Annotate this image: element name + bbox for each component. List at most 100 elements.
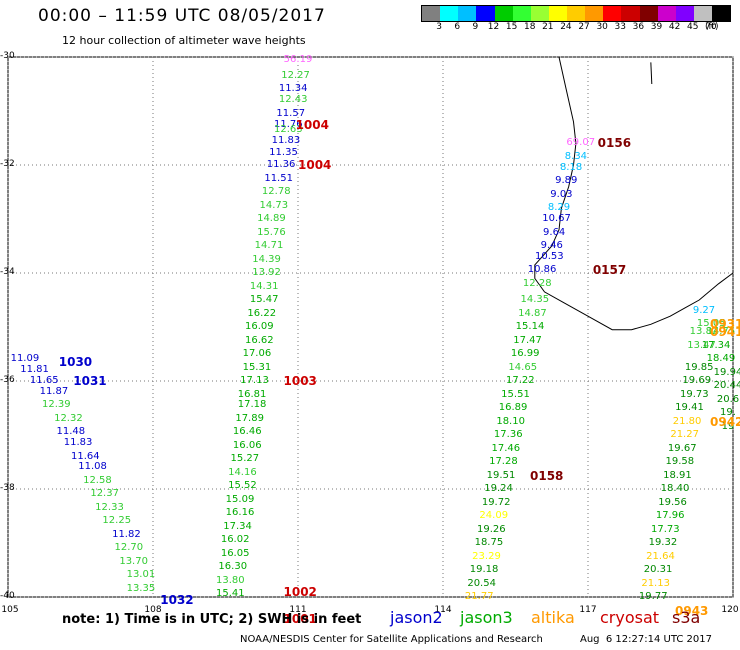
color-swatch — [603, 6, 622, 21]
wave-height-value: 18.10 — [496, 415, 525, 427]
color-swatch — [675, 6, 694, 21]
color-scale-bar — [421, 5, 731, 22]
wave-height-value: 11.48 — [56, 426, 86, 438]
wave-height-value: 13.92 — [252, 267, 281, 278]
color-swatch — [621, 6, 640, 21]
overpass-time-label: 1030 — [58, 355, 93, 370]
wave-height-value: 16.89 — [498, 402, 528, 413]
wave-height-value: 16.06 — [232, 439, 262, 451]
wave-height-value: 15.05 — [696, 318, 726, 330]
legend-jason2: jason2 — [390, 608, 443, 627]
map-subtitle: 12 hour collection of altimeter wave hei… — [62, 34, 306, 47]
wave-height-value: 19.58 — [665, 456, 695, 467]
color-scale-tick: 30 — [596, 22, 608, 32]
wave-height-value: 20.54 — [467, 577, 496, 589]
wave-height-value: 12.70 — [114, 542, 144, 554]
wave-height-value: 14.35 — [520, 294, 550, 305]
wave-height-value: 14.75 — [706, 326, 736, 338]
wave-height-value: 11.35 — [269, 147, 298, 159]
wave-height-value: 15.41 — [216, 588, 245, 600]
wave-height-value: 18.91 — [663, 469, 692, 481]
color-scale-tick: 70 — [705, 22, 717, 32]
wave-height-value: 11.82 — [112, 528, 141, 540]
wave-height-value: 19.41 — [675, 402, 704, 413]
longitude-label: 120 — [721, 605, 739, 615]
wave-height-value: 69.07 — [566, 137, 596, 149]
wave-height-value: 9.89 — [555, 175, 578, 187]
wave-height-value: 15.51 — [501, 388, 530, 400]
wave-height-value: 17.36 — [493, 429, 523, 440]
wave-height-value: 19.18 — [469, 564, 499, 575]
wave-height-value: 15.76 — [257, 226, 286, 238]
wave-height-value: 17.34 — [701, 339, 731, 351]
wave-height-value: 20.6 — [716, 393, 740, 405]
wave-height-value: 11.09 — [10, 353, 40, 365]
wave-height-value: 21.27 — [670, 429, 699, 440]
footnote: note: 1) Time is in UTC; 2) SWH is in fe… — [62, 612, 362, 627]
wave-height-value: 11.57 — [276, 107, 306, 119]
wave-height-value: 21.77 — [464, 591, 494, 602]
wave-height-value: 15.14 — [515, 321, 545, 332]
latitude-label: -36 — [0, 375, 15, 385]
wave-height-value: 17.28 — [489, 456, 518, 467]
color-scale-tick: 27 — [578, 22, 590, 32]
wave-height-value: 16.62 — [245, 334, 274, 346]
wave-height-value: 11.87 — [39, 385, 69, 397]
color-scale-tick: 3 — [436, 22, 442, 32]
overpass-time-label: 1004 — [298, 158, 332, 172]
wave-height-value: 19.56 — [658, 496, 687, 508]
wave-height-value: 16.16 — [225, 507, 255, 519]
overpass-time-label: 1004 — [295, 117, 329, 132]
latitude-label: -32 — [0, 159, 15, 169]
wave-height-value: 19.26 — [477, 523, 506, 535]
color-scale-labels: 3 6 9 12 15 18 21 24 27 30 33 36 39 42 45 70 — [421, 22, 729, 34]
wave-height-value: 17.18 — [237, 399, 267, 411]
wave-height-value: 11.83 — [271, 134, 301, 146]
wave-height-value: 14.31 — [249, 280, 279, 292]
wave-height-value: 14.73 — [259, 199, 289, 211]
wave-height-value: 13.47 — [687, 339, 716, 351]
wave-height-value: 10.53 — [535, 250, 564, 262]
latitude-label: -30 — [0, 51, 15, 61]
latitude-label: -34 — [0, 267, 15, 277]
wave-height-value: 20.44 — [713, 380, 740, 392]
wave-height-value: 14.39 — [252, 253, 281, 265]
overpass-time-label: 0156 — [597, 136, 632, 151]
overpass-time-label: 0942 — [710, 414, 740, 429]
wave-height-value: 21.80 — [672, 415, 702, 427]
wave-height-value: 19.67 — [667, 442, 697, 454]
wave-height-value: 9.46 — [540, 240, 563, 251]
latitude-label: -40 — [0, 591, 15, 601]
map-title: 00:00 – 11:59 UTC 08/05/2017 — [38, 6, 326, 26]
color-swatch — [585, 6, 604, 21]
color-scale-tick: 6 — [454, 22, 461, 32]
color-scale-tick: 39 — [650, 22, 663, 32]
wave-height-value: 11.36 — [266, 159, 296, 170]
overpass-time-label: 1002 — [283, 584, 317, 599]
wave-height-value: 13.80 — [216, 574, 245, 586]
wave-height-value: 12.63 — [274, 123, 303, 135]
wave-height-value: 12.43 — [278, 94, 308, 106]
wave-height-value: 11.76 — [274, 118, 303, 130]
wave-height-value: 20.31 — [643, 564, 673, 575]
wave-height-value: 13.70 — [119, 555, 148, 567]
inland-feature — [650, 62, 653, 85]
generation-timestamp: Aug 6 12:27:14 UTC 2017 — [580, 634, 712, 645]
wave-height-value: 9.27 — [692, 304, 716, 316]
color-scale-tick: 33 — [614, 22, 627, 32]
longitude-label: 117 — [579, 605, 597, 615]
wave-height-value: 10.86 — [527, 264, 557, 276]
wave-height-value: 14.16 — [228, 466, 257, 478]
wave-height-value: 18.40 — [660, 483, 690, 494]
wave-height-value: 19.32 — [648, 537, 678, 548]
longitude-label: 105 — [1, 605, 19, 615]
color-swatch — [440, 6, 459, 21]
color-scale-tick: 36 — [632, 22, 645, 32]
color-scale-tick: 15 — [505, 22, 518, 32]
wave-height-value: 19.51 — [486, 469, 516, 481]
wave-height-value: 8.29 — [547, 202, 571, 214]
color-scale-tick: 24 — [560, 22, 572, 32]
wave-height-value: 21.64 — [646, 550, 675, 562]
wave-height-value: 17.34 — [223, 520, 252, 532]
